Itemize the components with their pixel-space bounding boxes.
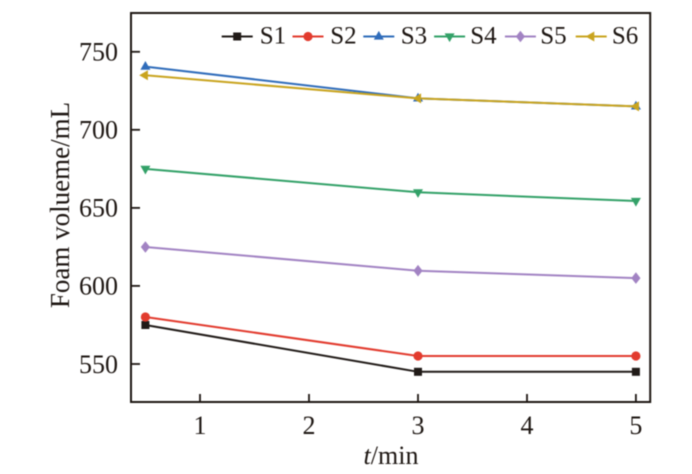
svg-text:t/min: t/min <box>364 441 419 470</box>
svg-text:4: 4 <box>521 411 534 440</box>
svg-text:600: 600 <box>79 272 118 301</box>
svg-text:550: 550 <box>79 350 118 379</box>
svg-text:1: 1 <box>194 411 207 440</box>
svg-text:S3: S3 <box>401 22 427 49</box>
svg-text:3: 3 <box>412 411 425 440</box>
svg-text:700: 700 <box>79 116 118 145</box>
svg-text:5: 5 <box>629 411 642 440</box>
svg-text:Foam volueme/mL: Foam volueme/mL <box>45 102 75 308</box>
svg-text:S1: S1 <box>260 22 286 49</box>
svg-text:S6: S6 <box>612 22 638 49</box>
svg-text:2: 2 <box>303 411 316 440</box>
svg-text:S2: S2 <box>330 22 356 49</box>
svg-text:S5: S5 <box>540 22 566 49</box>
svg-text:S4: S4 <box>470 22 497 49</box>
svg-text:750: 750 <box>79 38 118 67</box>
svg-text:650: 650 <box>79 194 118 223</box>
